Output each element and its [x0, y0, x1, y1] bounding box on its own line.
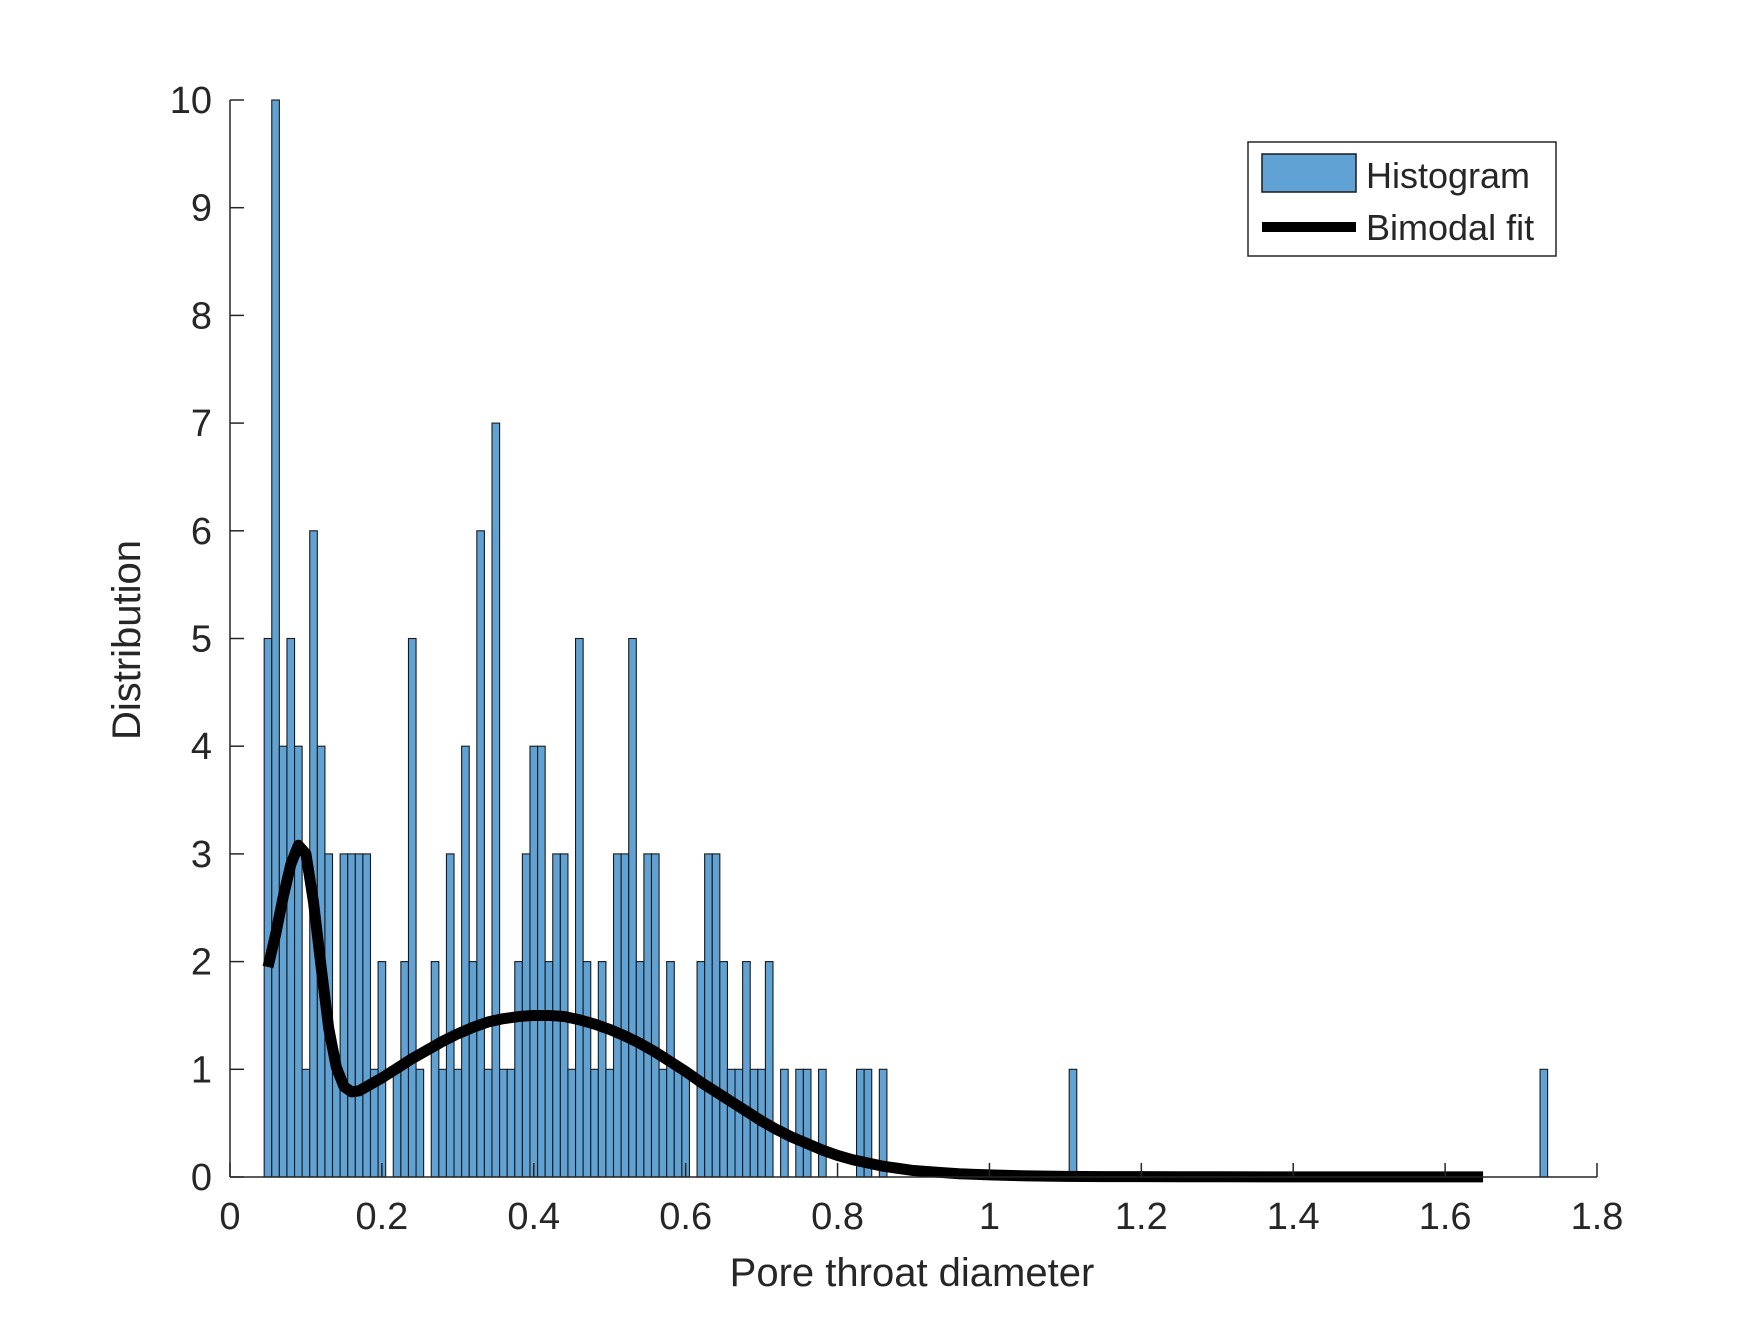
y-tick-label: 9	[191, 188, 212, 230]
x-tick-label: 0.2	[355, 1196, 408, 1238]
y-tick-label: 5	[191, 619, 212, 661]
fit-line-layer	[262, 839, 1484, 1183]
histogram-bar	[597, 961, 607, 1178]
x-tick-label: 0.4	[507, 1196, 560, 1238]
histogram-bars	[263, 99, 1549, 1178]
histogram-bar	[742, 961, 751, 1178]
histogram-bar	[726, 1068, 736, 1178]
x-tick-label: 1.8	[1571, 1196, 1624, 1238]
histogram-bar	[263, 637, 273, 1178]
x-tick-label: 0.6	[659, 1196, 712, 1238]
y-tick-label: 3	[191, 834, 212, 876]
histogram-bar	[362, 853, 372, 1178]
histogram-bar	[271, 99, 280, 1178]
histogram-bar	[719, 961, 728, 1178]
histogram-bar	[795, 1068, 804, 1178]
histogram-bar	[415, 1068, 425, 1178]
histogram-bar	[643, 853, 653, 1178]
histogram-bar	[658, 1068, 668, 1178]
histogram-bar	[347, 853, 356, 1178]
histogram-bar	[1539, 1068, 1549, 1178]
x-axis-title: Pore throat diameter	[730, 1251, 1095, 1295]
histogram-bar	[529, 745, 539, 1178]
histogram-bar	[802, 1068, 812, 1178]
histogram-bar	[438, 1068, 447, 1178]
histogram-bar	[544, 961, 554, 1178]
histogram-bar	[620, 853, 630, 1178]
histogram-bar	[582, 961, 592, 1178]
x-tick-label: 1	[979, 1196, 1000, 1238]
y-tick-label: 2	[191, 942, 212, 984]
histogram-bar	[681, 1068, 691, 1178]
histogram-bar	[635, 961, 645, 1178]
histogram-bar	[339, 853, 349, 1178]
x-tick-label: 1.2	[1115, 1196, 1168, 1238]
histogram-bar	[286, 637, 296, 1178]
histogram-bar	[628, 637, 637, 1178]
y-tick-label: 6	[191, 511, 212, 553]
histogram-bar	[430, 961, 440, 1178]
x-tick-label: 0.8	[811, 1196, 864, 1238]
histogram-bar	[650, 853, 660, 1178]
histogram-bar	[764, 961, 774, 1178]
x-tick-label: 1.4	[1267, 1196, 1320, 1238]
histogram-bar	[278, 745, 288, 1178]
histogram-bar	[574, 637, 584, 1178]
x-tick-label: 1.6	[1419, 1196, 1472, 1238]
legend-label-histogram: Histogram	[1366, 155, 1530, 196]
y-tick-label: 10	[170, 80, 212, 122]
histogram-bar	[590, 1068, 599, 1178]
histogram-bar	[407, 637, 417, 1178]
histogram-bar	[377, 961, 387, 1178]
histogram-bar	[461, 745, 470, 1178]
y-tick-label: 1	[191, 1049, 212, 1091]
histogram-bar	[392, 1068, 402, 1178]
y-tick-label: 0	[191, 1157, 212, 1199]
histogram-bar	[445, 853, 455, 1178]
histogram-bar	[696, 961, 706, 1178]
histogram-bar	[612, 853, 622, 1178]
histogram-bar	[537, 745, 546, 1178]
axes: 0 0.2 0.4 0.6 0.8 1 1.2 1.4 1.6 1.8 0 1 2 3 4 5 6 7 8 9 10	[170, 80, 1624, 1238]
histogram-bar	[453, 1068, 463, 1178]
histogram-bar	[711, 853, 721, 1178]
histogram-bar	[301, 1068, 311, 1178]
histogram-bar	[483, 1068, 493, 1178]
histogram-bar	[476, 530, 485, 1178]
histogram-bar	[818, 1068, 827, 1178]
y-axis-title: Distribution	[105, 540, 149, 740]
histogram-bar	[506, 1068, 516, 1178]
x-tick-label: 0	[219, 1196, 240, 1238]
y-tick-label: 8	[191, 295, 212, 337]
histogram-bar	[734, 1068, 744, 1178]
histogram-bar	[491, 422, 501, 1178]
histogram-bar	[567, 1068, 577, 1178]
histogram-bar	[780, 1068, 789, 1178]
histogram-bar	[468, 961, 478, 1178]
histogram-bar	[605, 1068, 615, 1178]
histogram-bar	[499, 1068, 508, 1178]
y-tick-label: 4	[191, 726, 212, 768]
legend: Histogram Bimodal fit	[1247, 141, 1557, 257]
histogram-bar	[704, 853, 713, 1178]
histogram-bar	[354, 853, 364, 1178]
bimodal-fit-line	[262, 839, 1484, 1183]
y-tick-label: 7	[191, 403, 212, 445]
histogram-bar	[293, 745, 303, 1178]
legend-label-fit: Bimodal fit	[1366, 207, 1534, 248]
histogram-bar	[673, 1068, 683, 1178]
legend-swatch-histogram	[1261, 153, 1357, 193]
histogram-bar	[514, 961, 523, 1178]
histogram-bar	[1068, 1068, 1078, 1178]
